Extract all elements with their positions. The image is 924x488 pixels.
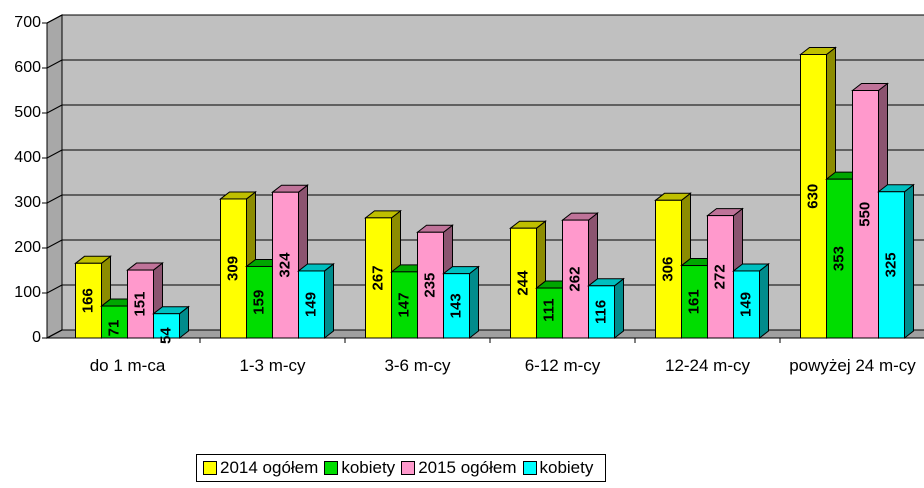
y-tick-label: 200 [14,239,41,256]
bar [707,215,734,339]
back-wall [61,14,924,331]
y-tick-label: 0 [32,329,41,346]
y-tick-label: 700 [14,14,41,31]
grid-line-side [46,14,63,24]
bar [75,262,102,339]
data-label: 151 [131,292,148,317]
bar [562,219,589,339]
legend-item: kobiety [522,458,594,478]
bar [417,231,444,339]
data-label: 161 [685,289,702,314]
bar [298,270,325,339]
grid-line-side [46,284,63,294]
data-label: 353 [830,246,847,271]
bar [510,227,537,339]
bar-side [324,262,334,340]
data-label: 262 [566,267,583,292]
grid-line-side [46,104,63,114]
bar [220,198,247,339]
bar [365,217,392,339]
grid-line-side [46,194,63,204]
data-label: 550 [856,202,873,227]
data-label: 149 [302,292,319,317]
bar [800,54,827,339]
legend-label: 2015 ogółem [418,458,517,477]
data-label: 306 [659,257,676,282]
bar-side [469,265,479,340]
y-tick-label: 400 [14,149,41,166]
bar [878,191,905,339]
bar [272,191,299,339]
bar [127,269,154,339]
data-label: 147 [395,292,412,317]
legend-swatch [203,461,217,475]
x-tick-label: 3-6 m-cy [384,356,451,375]
x-tick-label: powyżej 24 m-cy [789,356,916,375]
data-label: 267 [369,265,386,290]
data-label: 244 [514,270,531,296]
legend-swatch [401,461,416,475]
bar-side [904,183,914,340]
bar [443,273,470,339]
bar-side [614,277,624,340]
legend-label: 2014 ogółem [220,458,319,477]
data-label: 272 [711,264,728,289]
data-label: 159 [250,290,267,315]
legend: 2014 ogółem kobiety 2015 ogółem kobiety [196,454,607,482]
grid-line-side [46,59,63,69]
grid-line-side [46,329,63,339]
bar [536,287,563,339]
data-label: 149 [737,292,754,317]
data-label: 111 [540,298,557,321]
bar [681,265,708,339]
y-tick-label: 600 [14,59,41,76]
legend-item: kobiety [324,458,395,478]
bar [588,285,615,339]
legend-item: 2015 ogółem [401,458,517,478]
x-tick-label: do 1 m-ca [89,356,166,375]
data-label: 143 [447,293,464,318]
x-tick-label: 1-3 m-cy [239,356,306,375]
legend-swatch [324,461,339,475]
grid-line-side [46,149,63,159]
x-tick-label: 6-12 m-cy [524,356,601,375]
bar [826,178,853,339]
y-tick-label: 500 [14,104,41,121]
data-label: 309 [224,256,241,281]
data-label: 325 [882,252,899,277]
bar [733,270,760,339]
legend-label: kobiety [539,458,594,477]
grid-line-side [46,239,63,249]
data-label: 71 [105,320,122,337]
data-label: 166 [79,288,96,313]
data-label: 116 [592,300,609,324]
bar [153,313,180,339]
data-label: 54 [157,327,174,344]
legend-label: kobiety [341,458,396,477]
y-tick-label: 300 [14,194,41,211]
data-label: 324 [276,252,293,278]
x-tick-label: 12-24 m-cy [664,356,751,375]
bar [655,199,682,339]
y-tick-label: 100 [14,284,41,301]
legend-swatch [522,461,537,475]
bar [391,271,418,339]
bar [246,265,273,339]
data-label: 235 [421,273,438,298]
legend-item: 2014 ogółem [203,458,318,478]
data-label: 630 [804,184,821,209]
bar-side [759,262,769,340]
